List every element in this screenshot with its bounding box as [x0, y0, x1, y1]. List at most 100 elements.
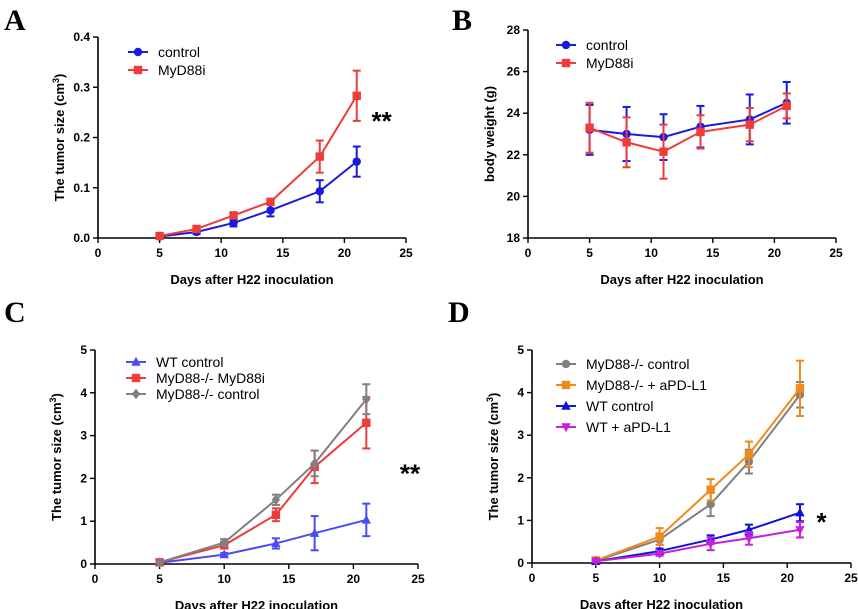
series-control	[585, 81, 791, 163]
series-myd88i	[155, 69, 361, 241]
data-point	[155, 557, 164, 568]
y-tick-label: 5	[517, 343, 524, 357]
y-tick-label: 0.3	[73, 80, 90, 94]
data-point	[362, 418, 371, 427]
x-tick-label: 25	[829, 246, 843, 260]
legend-entry: MyD88i	[556, 55, 633, 71]
legend-marker	[561, 359, 571, 369]
y-tick-label: 2	[80, 471, 87, 485]
x-tick-label: 15	[276, 246, 290, 260]
series-myd88-apd-l1	[591, 359, 805, 565]
data-point	[744, 450, 754, 459]
x-tick-label: 10	[645, 246, 659, 260]
data-point	[315, 187, 324, 196]
legend-label: MyD88-/- + aPD-L1	[586, 377, 707, 393]
x-tick-label: 20	[781, 571, 795, 585]
series-wt-control	[154, 502, 372, 567]
panel-letter: C	[4, 296, 26, 329]
panel-letter: B	[452, 4, 472, 37]
legend-label: WT control	[156, 354, 223, 370]
legend-marker	[131, 388, 141, 400]
legend-marker	[131, 356, 141, 366]
data-point	[192, 224, 201, 234]
x-tick-label: 20	[347, 572, 361, 586]
y-axis-title-superscript: 3	[485, 397, 495, 402]
legend-label: MyD88-/- control	[156, 386, 259, 402]
legend-label: WT control	[586, 398, 653, 414]
y-tick-label: 20	[507, 189, 521, 203]
x-tick-label: 20	[338, 246, 352, 260]
significance-marker: *	[817, 507, 828, 537]
legend-entry: WT control	[556, 398, 653, 414]
data-point	[361, 514, 372, 524]
data-point	[745, 120, 754, 129]
legend-marker	[561, 423, 571, 433]
y-axis-title-text: The tumor size (cm	[49, 402, 64, 520]
series-line	[589, 101, 788, 139]
legend-label: MyD88-/- MyD88i	[156, 370, 265, 386]
series-myd88i	[585, 92, 791, 180]
data-point	[315, 152, 324, 161]
significance-marker: **	[400, 459, 421, 489]
data-point	[744, 534, 754, 544]
data-point	[706, 485, 715, 494]
y-axis-title-text: body weight (g)	[482, 86, 497, 182]
data-point	[352, 157, 361, 166]
x-tick-label: 0	[92, 572, 99, 586]
y-tick-label: 0.4	[73, 30, 90, 44]
data-point	[266, 206, 275, 215]
data-point	[585, 123, 594, 132]
y-axis-title: The tumor size (cm3)	[51, 74, 67, 202]
y-tick-label: 2	[517, 471, 524, 485]
series-line	[159, 398, 368, 564]
data-point	[229, 211, 238, 220]
data-point	[705, 540, 716, 550]
data-point	[310, 458, 319, 469]
panel-letter: A	[4, 4, 26, 37]
y-axis-title-end: )	[49, 393, 64, 397]
y-axis-title-superscript: 3	[51, 78, 61, 83]
series-line	[159, 421, 367, 564]
legend-entry: MyD88-/- MyD88i	[126, 370, 265, 386]
data-point	[352, 91, 361, 100]
data-point	[659, 147, 668, 156]
x-tick-label: 10	[218, 572, 232, 586]
y-axis-title-superscript: 3	[48, 397, 58, 402]
y-axis-title-text: The tumor size (cm	[52, 83, 67, 201]
x-axis-title: Days after H22 inoculation	[175, 598, 338, 609]
legend-label: WT + aPD-L1	[586, 419, 671, 435]
panel-letter: D	[448, 296, 470, 329]
y-tick-label: 0.1	[73, 181, 90, 195]
legend-entry: MyD88-/- control	[556, 356, 689, 372]
data-point	[220, 537, 229, 548]
data-point	[795, 384, 805, 393]
y-tick-label: 3	[80, 429, 87, 443]
y-tick-label: 3	[517, 428, 524, 442]
x-tick-label: 10	[653, 571, 667, 585]
y-tick-label: 0	[80, 557, 87, 571]
x-tick-label: 0	[95, 246, 102, 260]
data-point	[229, 218, 238, 228]
data-point	[271, 494, 281, 505]
y-tick-label: 0.0	[73, 231, 90, 245]
legend-marker	[133, 47, 143, 57]
x-tick-label: 5	[156, 572, 163, 586]
y-tick-label: 1	[517, 513, 524, 527]
y-axis-title-text: The tumor size (cm	[486, 402, 501, 520]
y-tick-label: 22	[507, 148, 521, 162]
y-tick-label: 18	[507, 231, 521, 245]
legend-label: MyD88i	[158, 62, 205, 78]
x-tick-label: 25	[399, 246, 413, 260]
series-control	[155, 145, 361, 241]
series-myd88-control	[155, 383, 371, 568]
legend-entry: control	[128, 44, 200, 60]
series-line	[589, 105, 788, 153]
y-tick-label: 0.2	[73, 131, 90, 145]
x-tick-label: 15	[706, 246, 720, 260]
panel-d: D 0 5 10 15 20 25 0 1 2 3 4 5 Days after H22 inoculat…	[448, 296, 858, 609]
x-axis-title: Days after H22 inoculation	[170, 272, 333, 287]
data-point	[591, 557, 601, 567]
data-point	[622, 138, 631, 147]
data-point	[795, 526, 805, 535]
